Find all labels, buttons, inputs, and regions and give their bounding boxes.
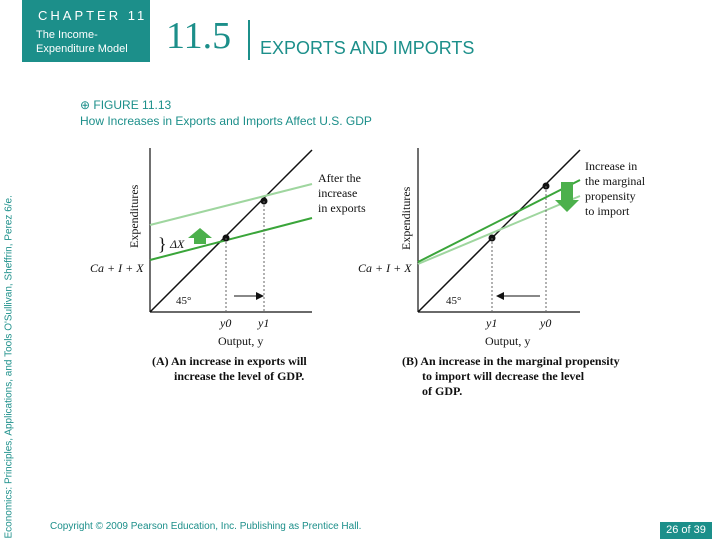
panel-b-annotation-1: Increase in — [585, 159, 637, 173]
panel-a-up-arrow-icon — [188, 228, 212, 244]
panel-b-original-line — [417, 179, 581, 263]
panel-b-down-arrow-icon — [555, 182, 579, 212]
panel-b-arrowhead — [496, 292, 504, 300]
panel-b-caption-3: of GDP. — [422, 384, 462, 398]
title-divider — [248, 20, 250, 60]
panel-a-new-line — [149, 183, 313, 226]
chapter-block: CHAPTER 11 The Income-Expenditure Model — [22, 0, 150, 62]
panel-a: } ΔX Expenditures Ca + I + X 45° y0 y1 O… — [90, 148, 366, 383]
panel-b-line-label: Ca + I + X — [358, 261, 412, 275]
panel-a-brace: } — [158, 234, 167, 254]
panel-b-angle-label: 45° — [446, 295, 461, 307]
panel-a-angle-label: 45° — [176, 295, 191, 307]
panel-a-line-label: Ca + I + X — [90, 261, 144, 275]
panel-a-caption-2: increase the level of GDP. — [174, 369, 304, 383]
panel-a-delta-label: ΔX — [169, 237, 185, 251]
panel-b-x-label: Output, y — [485, 334, 530, 348]
panel-a-annotation-1: After the — [318, 171, 361, 185]
panel-b-new-line — [417, 195, 581, 265]
panel-a-y0-label: y0 — [219, 316, 231, 330]
panel-a-y1-label: y1 — [257, 316, 269, 330]
panel-b-y-label: Expenditures — [399, 186, 413, 250]
chapter-label: CHAPTER 11 — [38, 8, 148, 23]
panel-a-original-line — [149, 217, 313, 261]
panel-a-x-label: Output, y — [218, 334, 263, 348]
chapter-subtitle: The Income-Expenditure Model — [36, 29, 128, 55]
panel-a-45-line — [149, 149, 313, 313]
panel-b-annotation-3: propensity — [585, 189, 636, 203]
section-number: 11.5 — [166, 15, 232, 57]
panel-b-y0-label: y0 — [539, 316, 551, 330]
panel-b-caption-1: (B) An increase in the marginal propensi… — [402, 354, 620, 368]
panel-b-annotation-4: to import — [585, 204, 630, 218]
panel-a-caption-1: (A) An increase in exports will — [152, 354, 307, 368]
panel-a-arrowhead — [256, 292, 264, 300]
figure-description: How Increases in Exports and Imports Aff… — [80, 114, 372, 128]
copyright-text: Copyright © 2009 Pearson Education, Inc.… — [50, 521, 362, 532]
panel-b-caption-2: to import will decrease the level — [422, 369, 585, 383]
section-title: EXPORTS AND IMPORTS — [260, 38, 475, 58]
figure-icon: ⊕ — [80, 98, 94, 112]
page-indicator: 26 of 39 — [660, 522, 712, 539]
panel-b-annotation-2: the marginal — [585, 174, 646, 188]
panel-b: Expenditures Ca + I + X 45° y1 y0 Output… — [358, 148, 646, 398]
panel-b-y1-label: y1 — [485, 316, 497, 330]
panel-a-y-label: Expenditures — [127, 184, 141, 248]
figure-label: ⊕ FIGURE 11.13 — [80, 98, 172, 112]
panel-a-annotation-3: in exports — [318, 201, 366, 215]
panel-a-annotation-2: increase — [318, 186, 357, 200]
